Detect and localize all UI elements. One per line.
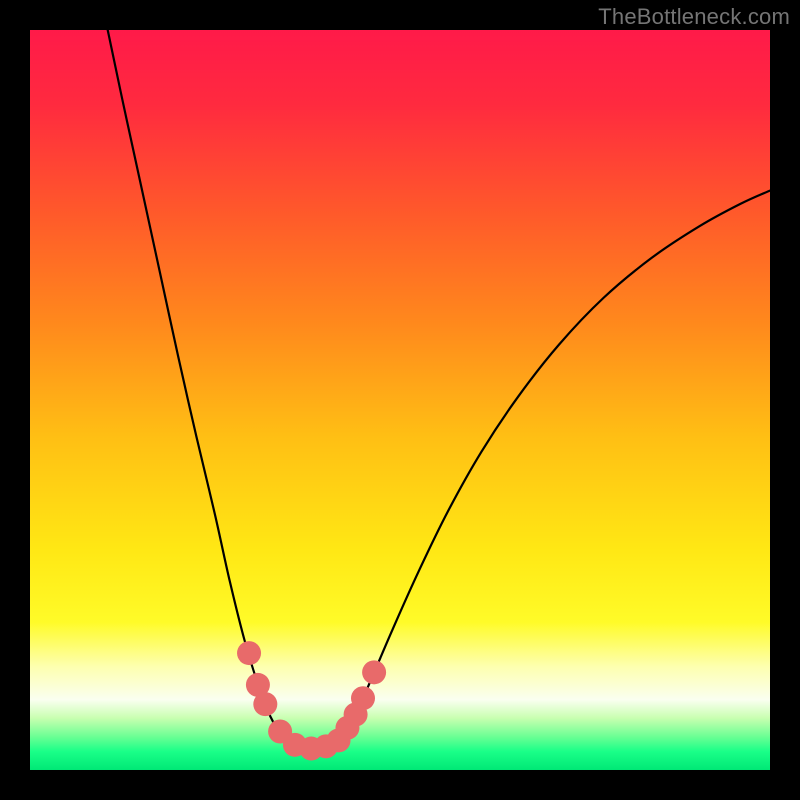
chart-stage: TheBottleneck.com <box>0 0 800 800</box>
watermark-text: TheBottleneck.com <box>598 4 790 30</box>
data-marker <box>237 641 261 665</box>
data-marker <box>253 692 277 716</box>
bottleneck-chart <box>0 0 800 800</box>
gradient-background <box>30 30 770 770</box>
data-marker <box>351 686 375 710</box>
data-marker <box>362 660 386 684</box>
